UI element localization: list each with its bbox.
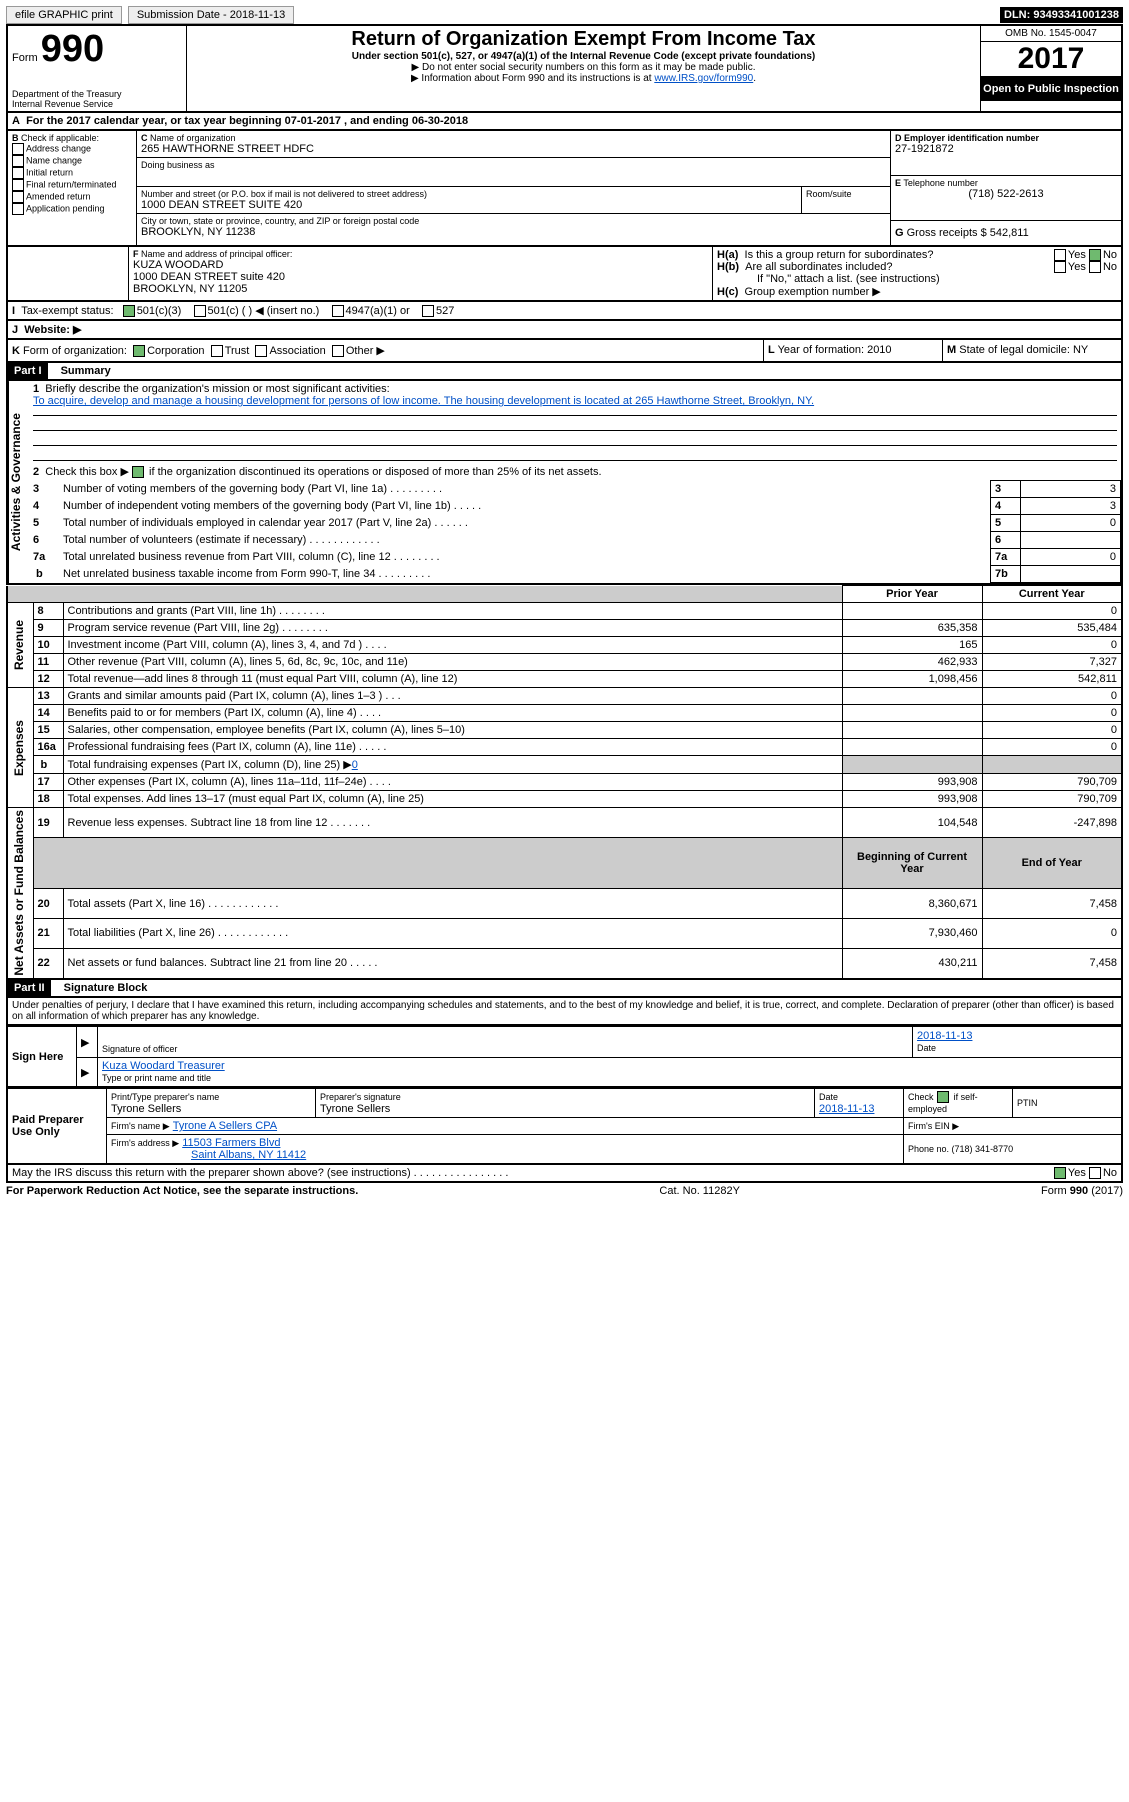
check-527[interactable] [422,305,434,317]
note1: ▶ Do not enter social security numbers o… [191,62,976,73]
side-activities: Activities & Governance [8,381,29,583]
submission-date-btn[interactable]: Submission Date - 2018-11-13 [128,6,294,24]
check-4947[interactable] [332,305,344,317]
k-trust[interactable] [211,345,223,357]
check-pending[interactable] [12,203,24,215]
check-address[interactable] [12,143,24,155]
discuss-text: May the IRS discuss this return with the… [12,1167,1054,1179]
k-corp[interactable] [133,345,145,357]
check-amended[interactable] [12,191,24,203]
side-netassets: Net Assets or Fund Balances [12,810,26,976]
hb-no[interactable] [1089,261,1101,273]
check-name[interactable] [12,155,24,167]
check-initial[interactable] [12,167,24,179]
row-a: A For the 2017 calendar year, or tax yea… [6,113,1123,131]
check-selfemp[interactable] [937,1091,949,1103]
hb-yes[interactable] [1054,261,1066,273]
org-addr: 1000 DEAN STREET SUITE 420 [141,199,797,211]
foot-cat: Cat. No. 11282Y [358,1185,1041,1197]
form-sub: Under section 501(c), 527, or 4947(a)(1)… [191,51,976,62]
k-other[interactable] [332,345,344,357]
foot-form: Form 990 (2017) [1041,1185,1123,1197]
side-revenue: Revenue [12,620,26,670]
form-label: Form [12,52,38,64]
sign-block: Sign Here ▶ Signature of officer 2018-11… [6,1026,1123,1088]
ha-yes[interactable] [1054,249,1066,261]
penalty-text: Under penalties of perjury, I declare th… [6,998,1123,1026]
top-bar: efile GRAPHIC print Submission Date - 20… [6,6,1123,24]
ha-no[interactable] [1089,249,1101,261]
l2-check[interactable] [132,466,144,478]
part2-label: Part II [8,980,51,996]
part1-head: Summary [51,365,111,377]
part1-label: Part I [8,363,48,379]
check-501c3[interactable] [123,305,135,317]
dept: Department of the Treasury Internal Reve… [12,89,182,109]
foot-left: For Paperwork Reduction Act Notice, see … [6,1185,358,1197]
org-city: BROOKLYN, NY 11238 [141,226,886,238]
check-501c[interactable] [194,305,206,317]
form-title: Return of Organization Exempt From Incom… [191,28,976,51]
omb: OMB No. 1545-0047 [981,26,1121,42]
financial-table: Prior YearCurrent Year Revenue 8Contribu… [6,585,1123,980]
row-j: J Website: ▶ [6,321,1123,340]
phone: (718) 522-2613 [895,188,1117,200]
tax-year: 2017 [981,42,1121,77]
discuss-no[interactable] [1089,1167,1101,1179]
efile-btn[interactable]: efile GRAPHIC print [6,6,122,24]
officer-name: KUZA WOODARD [133,259,708,271]
gross-receipts: Gross receipts $ 542,811 [907,227,1029,239]
ein: 27-1921872 [895,143,1117,155]
form-number: 990 [41,28,104,70]
part2-head: Signature Block [54,982,148,994]
dln: DLN: 93493341001238 [1000,7,1123,23]
side-expenses: Expenses [12,720,26,776]
form-header: Form 990 Department of the Treasury Inte… [6,24,1123,113]
mission: To acquire, develop and manage a housing… [33,395,814,407]
section-b: B Check if applicable: Address change Na… [8,131,137,245]
preparer-block: Paid Preparer Use Only Print/Type prepar… [6,1088,1123,1165]
discuss-yes[interactable] [1054,1167,1066,1179]
irs-link[interactable]: www.IRS.gov/form990 [654,73,753,84]
row-i: I Tax-exempt status: 501(c)(3) 501(c) ( … [6,302,1123,321]
check-final[interactable] [12,179,24,191]
note2: ▶ Information about Form 990 and its ins… [191,73,976,84]
open-public: Open to Public Inspection [981,77,1121,101]
org-name: 265 HAWTHORNE STREET HDFC [141,143,886,155]
k-assoc[interactable] [255,345,267,357]
